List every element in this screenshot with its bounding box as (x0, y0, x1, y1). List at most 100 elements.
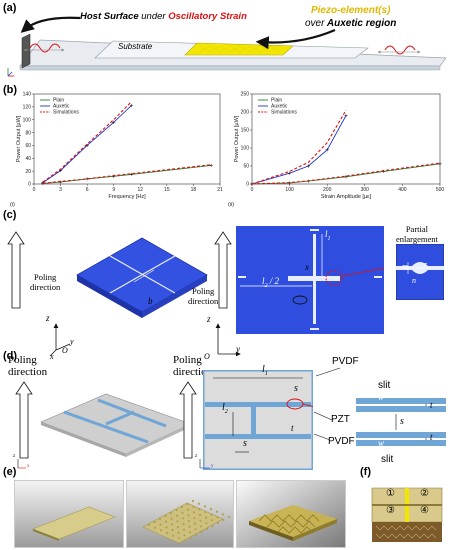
lattice-node (159, 523, 162, 526)
axis-x-d1: x (27, 464, 30, 469)
axis-triad-d1 (17, 459, 26, 469)
plate-3d-d (40, 393, 192, 457)
lattice-node (216, 516, 219, 519)
oscillatory-strain-text: Oscillatory Strain (168, 11, 247, 22)
y-axis-label: Power Output [µW] (234, 115, 240, 162)
axis-triad-c2 (215, 323, 241, 357)
lattice-node (198, 513, 202, 517)
direction-text: direction (8, 366, 48, 378)
over-text: over (305, 18, 325, 29)
x-tick-label: 500 (436, 187, 445, 193)
y-tick-label: 150 (241, 128, 250, 134)
y-tick-label: 100 (241, 146, 250, 152)
axis-triad-a (7, 68, 14, 77)
axis-z-d1: z (13, 454, 16, 459)
chart-power-vs-strain: 0 100 200 300 400 500 0 50 100 150 200 250 Strain Am… (228, 92, 445, 208)
x-axis-label: Strain Amplitude [µε] (321, 194, 372, 200)
series-line-simulations (42, 101, 132, 183)
l2-d-label: l2 (222, 402, 228, 415)
axis-x-c1: x (50, 352, 54, 361)
piezo-element-text: Piezo-element(s) (310, 5, 391, 16)
y-tick-label: 50 (243, 164, 249, 170)
render-plain-plate (14, 480, 124, 548)
piezo-caption: Piezo-element(s) over Auxetic region (305, 4, 396, 30)
axis-z-d2: z (195, 454, 198, 459)
lattice-node (216, 521, 220, 525)
lattice-node (187, 514, 190, 517)
legend-label: Simulations (53, 110, 79, 116)
l1-label: l1 (325, 229, 331, 242)
lattice-node (197, 502, 201, 505)
lattice-node (188, 525, 191, 528)
lattice-node (170, 523, 174, 526)
lattice-node (181, 517, 185, 520)
poling-text: Poling (34, 272, 57, 282)
poling-arrow-d1 (15, 381, 33, 459)
direction-text: direction (188, 296, 219, 306)
render-auxetic-3d (236, 480, 346, 548)
render-auxetic-lattice (126, 480, 234, 548)
chart-power-vs-frequency: 0 3 6 9 12 15 18 21 0 20 40 60 80 100 120 140 Frequency … (10, 92, 223, 208)
lattice-node (170, 517, 173, 520)
poling-label-d1: Poling direction (8, 354, 47, 378)
substrate-label: Substrate (118, 42, 153, 51)
right-wave (384, 45, 416, 55)
poling-arrow-d2 (179, 381, 197, 459)
t-bottom-label: t (430, 432, 433, 442)
lattice-node (188, 531, 192, 534)
s-d-label: s (243, 438, 247, 449)
lattice-node (164, 514, 167, 518)
series-line-simulations (251, 109, 347, 185)
plot-frame (33, 93, 221, 185)
s-d2-label: s (294, 383, 298, 394)
lattice-node (194, 528, 197, 531)
panel-label-a: (a) (3, 2, 17, 14)
axis-o-c1: O (62, 346, 68, 355)
data-point (344, 114, 348, 118)
lattice-node (187, 519, 191, 523)
x-tick-label: 300 (361, 187, 370, 193)
lattice-node (177, 531, 180, 534)
plot-frame (251, 93, 441, 185)
sub-label: (i) (10, 202, 15, 208)
panel-label-d: (d) (3, 350, 18, 362)
blue-plate-3d (76, 237, 208, 318)
y-tick-label: 60 (25, 143, 31, 149)
lattice-node (158, 517, 162, 521)
data-point (344, 175, 348, 179)
l1-d-text: l (262, 364, 265, 375)
left-clamp (21, 33, 31, 69)
legend-label: Auxetic (53, 104, 70, 110)
t-d-label: t (291, 423, 294, 433)
w-bottom-label: w (378, 438, 385, 448)
host-callout-arrow (20, 16, 81, 33)
axis-y-c2: y (236, 344, 240, 354)
x-tick-label: 0 (33, 187, 36, 193)
partial-text: Partial (405, 224, 429, 234)
series-line-simulations (251, 162, 441, 185)
axis-triad-d2 (199, 459, 210, 469)
panel-label-f: (f) (360, 466, 371, 478)
blue-plate-topview (236, 226, 384, 334)
x-slit-label: x (305, 262, 309, 272)
y-tick-label: 100 (23, 117, 32, 123)
series-line-simulations (42, 164, 212, 184)
lattice-node (189, 536, 192, 540)
l2-half-label: l2 / 2 (262, 276, 279, 289)
lattice-node (165, 526, 168, 529)
lattice-node (164, 520, 168, 523)
y-tick-label: 80 (25, 130, 31, 136)
layer-stack-inset (356, 398, 446, 446)
slit-bottom-label: slit (381, 454, 394, 465)
auxetic-line: over Auxetic region (305, 17, 396, 30)
lattice-node (171, 528, 174, 532)
x-tick-label: 18 (191, 187, 197, 193)
lattice-node (204, 510, 207, 514)
x-axis-label: Frequency [Hz] (108, 194, 146, 200)
data-point (438, 162, 442, 166)
lattice-node (210, 519, 214, 522)
lattice-node (176, 525, 180, 529)
host-surface-text: Host Surface (80, 11, 139, 22)
lattice-node (191, 499, 195, 503)
left-wave (29, 43, 61, 53)
